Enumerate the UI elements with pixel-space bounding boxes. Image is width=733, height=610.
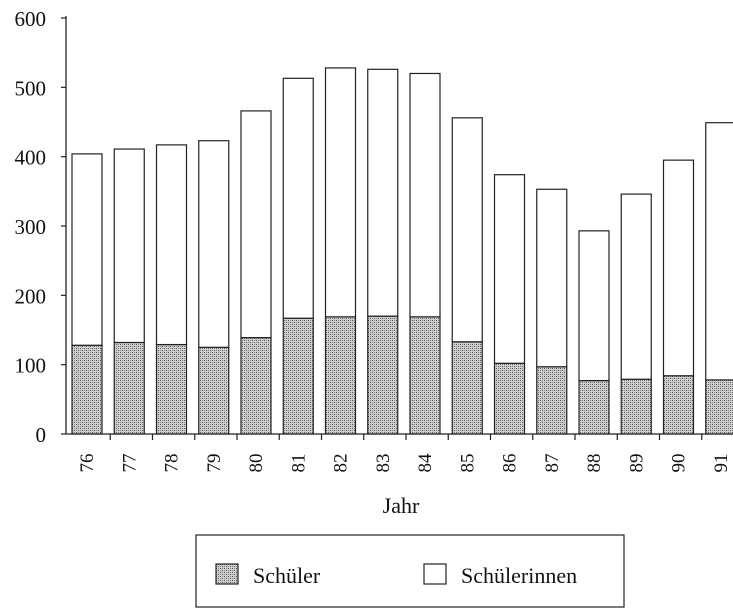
y-tick-label: 200 — [15, 284, 47, 308]
x-tick-label: 76 — [77, 454, 98, 473]
y-tick-label: 600 — [15, 7, 47, 31]
bar-segment-schueler — [493, 362, 526, 435]
bar-segment-schuelerinnen — [155, 144, 188, 346]
bar-segment-schueler — [367, 315, 399, 435]
x-tick-label: 83 — [373, 454, 394, 473]
y-tick-label: 400 — [15, 146, 47, 170]
bar-segment-schuelerinnen — [282, 77, 314, 319]
bar-segment-schueler — [113, 341, 145, 435]
x-tick-label: 85 — [457, 454, 478, 473]
y-tick-label: 0 — [36, 423, 47, 447]
bar-segment-schueler — [282, 317, 314, 435]
bar-segment-schuelerinnen — [409, 72, 441, 318]
y-tick-label: 500 — [15, 76, 47, 100]
x-tick-label: 80 — [246, 454, 267, 473]
legend-swatch-schuelerinnen — [423, 563, 447, 585]
x-tick-label: 90 — [669, 454, 690, 473]
bars-layer — [71, 67, 733, 435]
legend: Schüler Schülerinnen — [195, 534, 625, 608]
bar-segment-schuelerinnen — [324, 67, 357, 318]
bar-segment-schueler — [705, 379, 733, 435]
x-tick-label: 82 — [331, 454, 352, 473]
bar-segment-schueler — [620, 378, 652, 435]
bar-segment-schuelerinnen — [705, 122, 733, 381]
legend-label-schuelerinnen: Schülerinnen — [461, 563, 577, 588]
bar-segment-schueler — [409, 316, 441, 435]
bar-segment-schueler — [324, 316, 357, 435]
bar-segment-schuelerinnen — [113, 148, 145, 344]
legend-swatch-schueler — [215, 563, 239, 585]
bar-segment-schuelerinnen — [451, 117, 483, 343]
x-tick-label: 84 — [415, 453, 436, 473]
x-tick-label: 91 — [711, 454, 732, 473]
bar-segment-schuelerinnen — [578, 230, 610, 382]
bar-segment-schueler — [240, 337, 272, 435]
bar-segment-schueler — [155, 343, 188, 435]
bar-segment-schueler — [451, 341, 483, 435]
bar-segment-schuelerinnen — [240, 110, 272, 339]
x-tick-label: 86 — [500, 454, 521, 473]
y-tick-label: 300 — [15, 215, 47, 239]
bar-segment-schueler — [578, 380, 610, 435]
x-tick-label: 89 — [626, 454, 647, 473]
x-axis-title: Jahr — [383, 493, 420, 518]
bar-segment-schuelerinnen — [662, 159, 695, 377]
bar-segment-schuelerinnen — [536, 188, 568, 368]
bar-segment-schueler — [198, 346, 230, 435]
bar-segment-schuelerinnen — [493, 174, 526, 364]
bar-segment-schuelerinnen — [367, 68, 399, 317]
axes-layer: 0 100 200 300 400 500 600 76 77 78 79 80 81 82 83 84 85 8… — [15, 7, 733, 473]
x-tick-label: 88 — [584, 454, 605, 473]
bar-segment-schueler — [71, 344, 103, 435]
legend-label-schueler: Schüler — [253, 563, 321, 588]
bar-segment-schuelerinnen — [71, 153, 103, 346]
x-tick-label: 81 — [288, 454, 309, 473]
bar-segment-schueler — [662, 375, 695, 435]
legend-frame — [195, 534, 625, 608]
x-tick-label: 77 — [119, 454, 140, 473]
x-tick-label: 87 — [542, 454, 563, 473]
bar-segment-schuelerinnen — [620, 193, 652, 380]
bar-segment-schuelerinnen — [198, 140, 230, 348]
x-tick-label: 78 — [162, 454, 183, 473]
bar-segment-schueler — [536, 366, 568, 435]
x-tick-label: 79 — [204, 454, 225, 473]
y-tick-label: 100 — [15, 354, 47, 378]
